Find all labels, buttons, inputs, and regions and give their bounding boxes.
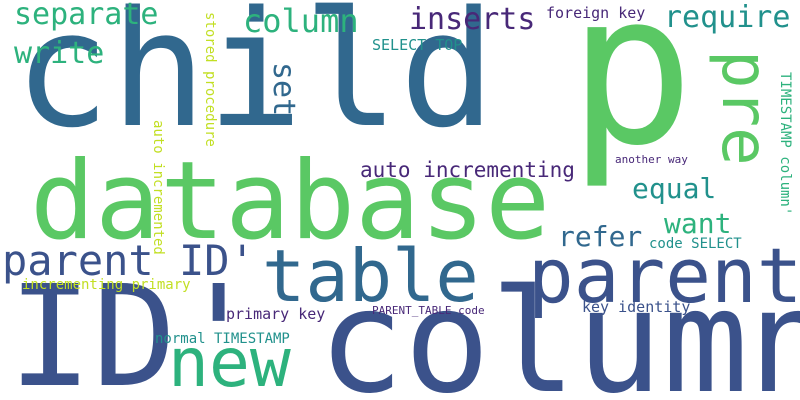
word-parent-table-code: PARENT_TABLE code xyxy=(372,304,485,317)
word-timestamp-column: TIMESTAMP column' xyxy=(777,72,793,216)
word-incrementing-primary: incrementing primary xyxy=(22,277,191,293)
word-want: want xyxy=(664,207,732,240)
word-code-select: code SELECT xyxy=(649,236,742,252)
word-new: new xyxy=(168,324,291,400)
word-child: child xyxy=(14,0,496,163)
word-parent-id: parent ID' xyxy=(2,236,255,285)
word-write: write xyxy=(14,36,105,71)
word-auto-incremented: auto incremented xyxy=(150,120,166,255)
word-table: table xyxy=(262,234,479,318)
word-set: set xyxy=(266,62,301,117)
word-require: require xyxy=(664,0,791,35)
word-id: ID' xyxy=(8,256,261,400)
word-another-way: another way xyxy=(615,153,688,166)
word-p: p xyxy=(568,0,695,192)
word-stored-procedure: stored procedure xyxy=(202,12,218,147)
word-primary-key: primary key xyxy=(226,305,326,323)
word-select-top: SELECT TOP xyxy=(372,36,463,54)
word-key-identity: key identity xyxy=(582,298,691,316)
word-parent: parent xyxy=(528,231,800,320)
word-equal: equal xyxy=(632,172,717,205)
word-foreign-key: foreign key xyxy=(546,4,646,22)
word-inserts: inserts xyxy=(409,2,536,37)
word-normal-timestamp: normal TIMESTAMP xyxy=(155,331,290,347)
word-pre: pre xyxy=(707,50,781,166)
word-auto-incrementing: auto incrementing xyxy=(360,158,575,182)
word-column-small: column xyxy=(243,2,359,40)
word-separate: separate xyxy=(14,0,159,32)
word-refer: refer xyxy=(558,220,643,253)
word-database: database xyxy=(30,139,551,264)
word-column-large: column xyxy=(318,258,800,400)
